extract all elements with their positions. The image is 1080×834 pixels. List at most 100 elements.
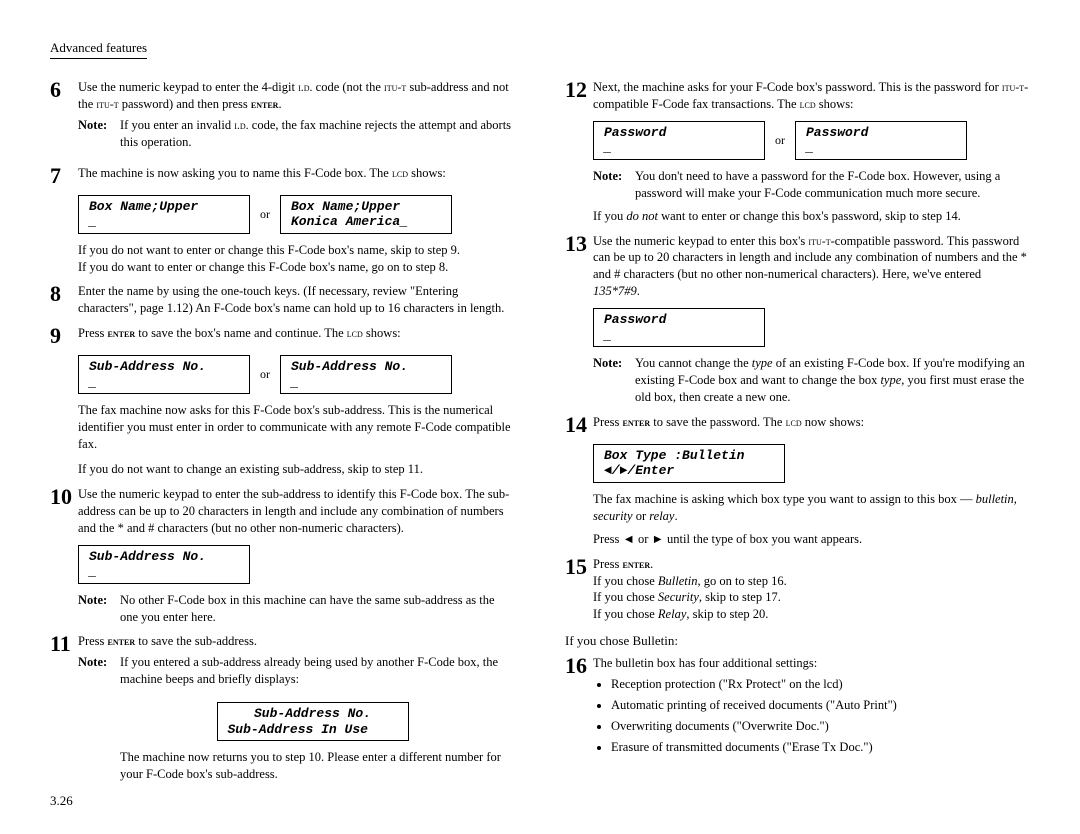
step-11: 11 Press enter to save the sub-address. … <box>50 633 515 694</box>
step-number: 14 <box>565 414 593 436</box>
text: If you <box>593 209 626 223</box>
text: If you chose <box>593 574 658 588</box>
right-column: 12 Next, the machine asks for your F-Cod… <box>565 79 1030 791</box>
lcd-display: Password _ <box>593 308 765 347</box>
text: want to enter or change this box's passw… <box>658 209 961 223</box>
smallcaps: i.d. <box>298 80 312 94</box>
note-text: You cannot change the type of an existin… <box>635 355 1030 406</box>
step-number: 8 <box>50 283 78 317</box>
list-item: Reception protection ("Rx Protect" on th… <box>611 676 1030 693</box>
text-em: Relay <box>658 607 686 621</box>
text: The bulletin box has four additional set… <box>593 655 1030 672</box>
lcd-display-row: Box Type :Bulletin ◄/►/Enter <box>593 444 1030 483</box>
step-number: 11 <box>50 633 78 694</box>
lcd-display: Password _ <box>593 121 765 160</box>
step-15: 15 Press enter. If you chose Bulletin, g… <box>565 556 1030 624</box>
lcd-display: Sub-Address No. _ <box>280 355 452 394</box>
left-column: 6 Use the numeric keypad to enter the 4-… <box>50 79 515 791</box>
note-text: You don't need to have a password for th… <box>635 168 1030 202</box>
smallcaps: itu-t <box>808 234 830 248</box>
step-number: 7 <box>50 165 78 187</box>
step-number: 6 <box>50 79 78 157</box>
smallcaps: lcd <box>392 166 408 180</box>
note-label: Note: <box>78 654 120 688</box>
note-label: Note: <box>78 592 120 626</box>
lcd-display-row: Box Name;Upper _ or Box Name;Upper Konic… <box>78 195 515 234</box>
text: shows: <box>816 97 854 111</box>
step-16: 16 The bulletin box has four additional … <box>565 655 1030 761</box>
lcd-display: Sub-Address No. _ <box>78 545 250 584</box>
text: If you chose <box>593 590 658 604</box>
text-em: Bulletin <box>658 574 698 588</box>
lcd-display: Password _ <box>795 121 967 160</box>
step-number: 15 <box>565 556 593 624</box>
bullet-list: Reception protection ("Rx Protect" on th… <box>593 676 1030 756</box>
text: Press <box>78 634 108 648</box>
note-label: Note: <box>593 355 635 406</box>
smallcaps: enter <box>623 415 651 429</box>
text: The fax machine is asking which box type… <box>593 492 976 506</box>
step-number: 16 <box>565 655 593 761</box>
text: The machine now returns you to step 10. … <box>120 749 515 783</box>
or-label: or <box>775 133 785 148</box>
text: Press <box>593 415 623 429</box>
text: or <box>633 509 650 523</box>
text-em: Security <box>658 590 699 604</box>
text: now shows: <box>802 415 865 429</box>
text: Use the numeric keypad to enter the sub-… <box>78 486 515 537</box>
text: The machine is now asking you to name th… <box>78 166 392 180</box>
or-label: or <box>260 207 270 222</box>
step-8: 8 Enter the name by using the one-touch … <box>50 283 515 317</box>
step-number: 13 <box>565 233 593 301</box>
text: to save the sub-address. <box>135 634 257 648</box>
note-label: Note: <box>593 168 635 202</box>
page-header: Advanced features <box>50 40 147 59</box>
note-label: Note: <box>78 117 120 151</box>
smallcaps: enter <box>623 557 651 571</box>
text: , skip to step 20. <box>686 607 768 621</box>
smallcaps: lcd <box>786 415 802 429</box>
text-em: relay <box>649 509 674 523</box>
text: , skip to step 17. <box>699 590 781 604</box>
smallcaps: enter <box>251 97 279 111</box>
text: Press ◄ or ► until the type of box you w… <box>593 531 1030 548</box>
text: , go on to step 16. <box>698 574 787 588</box>
text: Use the numeric keypad to enter the 4-di… <box>78 80 298 94</box>
note-text: No other F-Code box in this machine can … <box>120 592 515 626</box>
smallcaps: enter <box>108 634 136 648</box>
lcd-display-row: Sub-Address No. Sub-Address In Use <box>110 702 515 741</box>
or-label: or <box>260 367 270 382</box>
text-em: do not <box>626 209 658 223</box>
text: to save the box's name and continue. The <box>135 326 347 340</box>
text: If you do not want to change an existing… <box>78 461 515 478</box>
text: If you do not want to enter or change th… <box>78 242 515 276</box>
step-14: 14 Press enter to save the password. The… <box>565 414 1030 436</box>
lcd-display-row: Password _ or Password _ <box>593 121 1030 160</box>
text: to save the password. The <box>650 415 786 429</box>
lcd-display-row: Password _ <box>593 308 1030 347</box>
lcd-display-row: Sub-Address No. _ <box>78 545 515 584</box>
lcd-display: Sub-Address No. Sub-Address In Use <box>217 702 409 741</box>
step-number: 10 <box>50 486 78 537</box>
smallcaps: itu-t <box>384 80 406 94</box>
lcd-display: Box Type :Bulletin ◄/►/Enter <box>593 444 785 483</box>
lcd-display: Box Name;Upper _ <box>78 195 250 234</box>
step-number: 12 <box>565 79 593 113</box>
list-item: Automatic printing of received documents… <box>611 697 1030 714</box>
step-10: 10 Use the numeric keypad to enter the s… <box>50 486 515 537</box>
text: Use the numeric keypad to enter this box… <box>593 234 808 248</box>
smallcaps: enter <box>108 326 136 340</box>
step-9: 9 Press enter to save the box's name and… <box>50 325 515 347</box>
text: shows: <box>408 166 446 180</box>
text: The fax machine now asks for this F-Code… <box>78 402 515 453</box>
step-7: 7 The machine is now asking you to name … <box>50 165 515 187</box>
text: Next, the machine asks for your F-Code b… <box>593 80 1002 94</box>
smallcaps: itu-t <box>1002 80 1024 94</box>
text: shows: <box>363 326 401 340</box>
step-6: 6 Use the numeric keypad to enter the 4-… <box>50 79 515 157</box>
text: If you chose <box>593 607 658 621</box>
text: . <box>674 509 677 523</box>
text: Enter the name by using the one-touch ke… <box>78 283 515 317</box>
text: password) and then press <box>119 97 251 111</box>
smallcaps: lcd <box>800 97 816 111</box>
